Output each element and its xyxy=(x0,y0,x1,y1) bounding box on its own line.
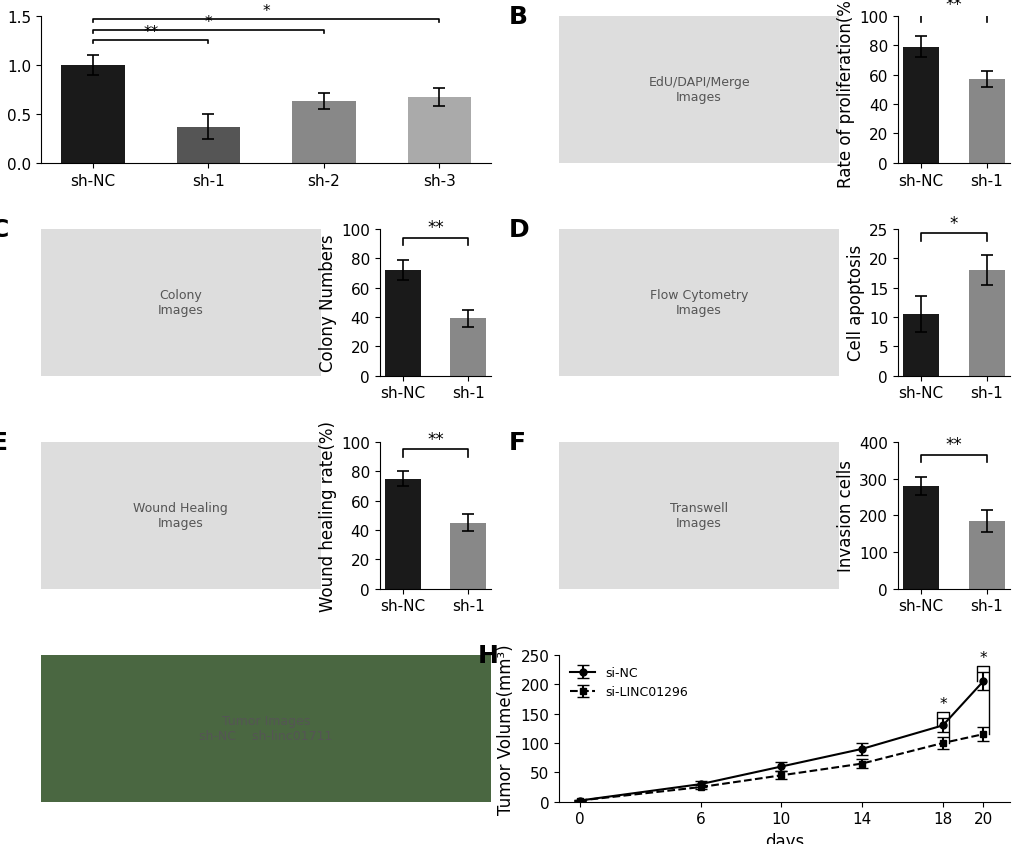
Text: H: H xyxy=(478,643,498,668)
X-axis label: days: days xyxy=(764,832,803,844)
Text: E: E xyxy=(0,430,7,455)
Text: **: ** xyxy=(143,25,158,41)
Text: Wound Healing
Images: Wound Healing Images xyxy=(133,501,228,530)
Text: **: ** xyxy=(427,219,443,237)
Y-axis label: Tumor Volume(mm³): Tumor Volume(mm³) xyxy=(496,643,515,814)
Bar xyxy=(61,66,124,164)
Y-axis label: LINC01711  RNA Level: LINC01711 RNA Level xyxy=(0,0,4,183)
Bar xyxy=(968,271,1004,376)
Legend: si-NC, si-LINC01296: si-NC, si-LINC01296 xyxy=(565,662,693,704)
Text: *: * xyxy=(949,214,957,233)
Text: Transwell
Images: Transwell Images xyxy=(669,501,728,530)
Bar xyxy=(968,522,1004,589)
Bar xyxy=(449,523,486,589)
Bar xyxy=(449,319,486,376)
Y-axis label: Invasion cells: Invasion cells xyxy=(837,460,854,571)
Bar xyxy=(291,102,356,164)
Bar xyxy=(902,315,938,376)
Text: Flow Cytometry
Images: Flow Cytometry Images xyxy=(649,289,748,317)
Bar xyxy=(968,80,1004,164)
Text: F: F xyxy=(508,430,525,455)
Text: EdU/DAPI/Merge
Images: EdU/DAPI/Merge Images xyxy=(648,76,749,104)
Text: *: * xyxy=(978,650,986,665)
Bar xyxy=(176,127,239,164)
Text: D: D xyxy=(508,218,529,242)
Text: C: C xyxy=(0,218,9,242)
Text: *: * xyxy=(938,695,946,711)
Y-axis label: Wound healing rate(%): Wound healing rate(%) xyxy=(319,420,336,611)
Text: *: * xyxy=(205,14,212,30)
Y-axis label: Cell apoptosis: Cell apoptosis xyxy=(846,245,864,361)
Text: B: B xyxy=(508,5,527,29)
Bar xyxy=(902,48,938,164)
Y-axis label: Colony Numbers: Colony Numbers xyxy=(319,235,336,371)
Text: *: * xyxy=(262,4,270,19)
Text: Tumor Images
sh-NC    sh-linc01711: Tumor Images sh-NC sh-linc01711 xyxy=(200,715,332,743)
Text: **: ** xyxy=(945,436,961,454)
Text: **: ** xyxy=(427,430,443,448)
Bar xyxy=(408,98,471,164)
Bar xyxy=(902,486,938,589)
Text: **: ** xyxy=(945,0,961,14)
Bar xyxy=(384,479,420,589)
Bar xyxy=(384,271,420,376)
Y-axis label: Rate of proliferation(%): Rate of proliferation(%) xyxy=(837,0,854,187)
Text: Colony
Images: Colony Images xyxy=(158,289,204,317)
